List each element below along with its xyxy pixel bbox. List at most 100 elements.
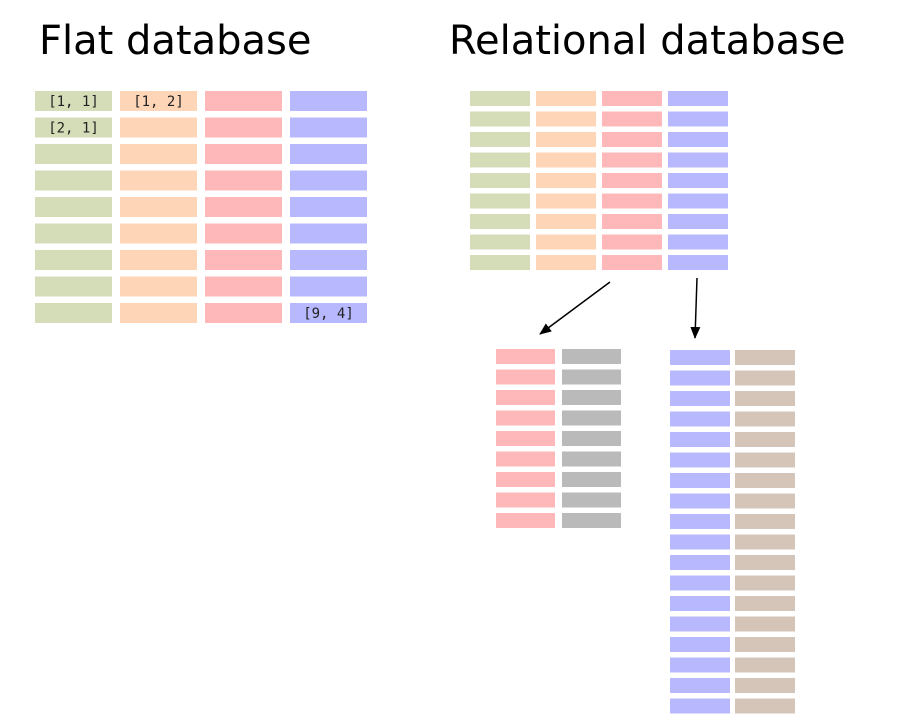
- flat-table-cell: [290, 303, 367, 323]
- lookup-table-left-cell: [562, 472, 621, 487]
- lookup-table-right-cell: [735, 678, 795, 693]
- lookup-table-left-cell: [496, 390, 555, 405]
- lookup-table-right-cell: [670, 555, 730, 570]
- lookup-table-right-cell: [735, 473, 795, 488]
- lookup-table-right-cell: [670, 493, 730, 509]
- relational-main-table-cell: [602, 193, 662, 209]
- flat-table-cell: [205, 170, 282, 191]
- flat-table-cell: [35, 117, 112, 138]
- lookup-table-right-cell: [735, 452, 795, 468]
- flat-table-cell-label: [1, 1]: [48, 94, 99, 110]
- lookup-table-left-cell: [562, 410, 621, 426]
- flat-table-cell: [205, 91, 282, 111]
- relational-main-table-cell: [536, 234, 596, 250]
- lookup-table-right-cell: [735, 637, 795, 652]
- lookup-table-right-cell: [735, 432, 795, 447]
- flat-table-cell: [205, 276, 282, 297]
- lookup-table-right-cell: [735, 698, 795, 714]
- relational-main-table-cell: [602, 152, 662, 168]
- lookup-table-right-cell: [735, 411, 795, 427]
- flat-table-cell: [120, 170, 197, 191]
- lookup-table-left-cell: [496, 451, 555, 467]
- relational-main-table-cell: [668, 255, 728, 270]
- flat-table-cell: [290, 223, 367, 244]
- relational-main-table-cell: [536, 132, 596, 147]
- flat-table-cell-label: [2, 1]: [48, 121, 99, 137]
- relational-main-table-cell: [602, 173, 662, 188]
- relational-main-table-cell: [668, 173, 728, 188]
- relational-main-table-cell: [470, 91, 530, 106]
- flat-table-cell: [205, 144, 282, 164]
- flat-table-cell: [290, 144, 367, 164]
- flat-table-cell: [120, 91, 197, 111]
- relational-main-table-cell: [668, 132, 728, 147]
- relational-main-table-cell: [536, 173, 596, 188]
- lookup-table-right-cell: [670, 698, 730, 714]
- lookup-table-left-cell: [496, 492, 555, 508]
- lookup-table-left-cell: [496, 410, 555, 426]
- relational-main-table-cell: [470, 173, 530, 188]
- lookup-table-left: [496, 349, 621, 528]
- flat-table-cell: [205, 250, 282, 270]
- lookup-table-right-cell: [735, 350, 795, 365]
- flat-table-cell: [35, 276, 112, 297]
- lookup-table-right-cell: [735, 391, 795, 406]
- lookup-table-right-cell: [735, 657, 795, 673]
- lookup-table-left-cell: [496, 369, 555, 385]
- relational-main-table-cell: [602, 255, 662, 270]
- flat-table-cell: [120, 303, 197, 323]
- flat-table-cell: [290, 197, 367, 217]
- relational-main-table-cell: [602, 234, 662, 250]
- relational-main-table-cell: [470, 111, 530, 127]
- flat-table-cell: [35, 91, 112, 111]
- lookup-table-right-cell: [735, 370, 795, 386]
- link-arrow-to-left-table: [539, 281, 611, 335]
- flat-table-cell: [205, 303, 282, 323]
- flat-table-cell: [35, 250, 112, 270]
- lookup-table-right-cell: [735, 575, 795, 591]
- lookup-table-right-cell: [670, 596, 730, 611]
- relational-main-table-cell: [668, 214, 728, 229]
- relational-main-table-cell: [470, 255, 530, 270]
- relational-main-table: [470, 91, 728, 270]
- lookup-table-left-cell: [496, 349, 555, 364]
- flat-table-cell: [120, 223, 197, 244]
- flat-table-cell: [35, 170, 112, 191]
- lookup-table-left-cell: [562, 451, 621, 467]
- relational-main-table-cell: [536, 193, 596, 209]
- lookup-table-right-cell: [670, 411, 730, 427]
- flat-database-title: Flat database: [39, 18, 311, 64]
- flat-table-cell: [120, 276, 197, 297]
- lookup-table-right-cell: [670, 452, 730, 468]
- lookup-table-right-cell: [670, 432, 730, 447]
- flat-table: [1, 1] [1, 2] [2, 1] [9, 4]: [35, 91, 367, 323]
- lookup-table-right-cell: [735, 616, 795, 632]
- relational-main-table-cell: [470, 193, 530, 209]
- lookup-table-right-cell: [670, 473, 730, 488]
- lookup-table-right-cell: [670, 514, 730, 529]
- lookup-table-right-cell: [670, 616, 730, 632]
- flat-table-cell: [290, 117, 367, 138]
- flat-table-cell: [290, 91, 367, 111]
- lookup-table-right-cell: [670, 534, 730, 550]
- flat-table-cell: [205, 223, 282, 244]
- lookup-table-left-cell: [496, 513, 555, 528]
- relational-main-table-cell: [536, 91, 596, 106]
- relational-main-table-cell: [668, 91, 728, 106]
- lookup-table-left-cell: [496, 472, 555, 487]
- lookup-table-right-cell: [735, 555, 795, 570]
- flat-table-cell: [120, 250, 197, 270]
- flat-table-cell-label: [1, 2]: [133, 94, 184, 110]
- lookup-table-left-cell: [562, 431, 621, 446]
- link-arrow-to-right-table: [690, 277, 701, 339]
- relational-main-table-cell: [470, 152, 530, 168]
- relational-main-table-cell: [602, 91, 662, 106]
- relational-main-table-cell: [536, 255, 596, 270]
- relational-main-table-cell: [470, 234, 530, 250]
- flat-table-cell: [205, 117, 282, 138]
- lookup-table-right-cell: [735, 514, 795, 529]
- relational-main-table-cell: [536, 214, 596, 229]
- lookup-table-right-cell: [670, 657, 730, 673]
- lookup-table-right-cell: [670, 678, 730, 693]
